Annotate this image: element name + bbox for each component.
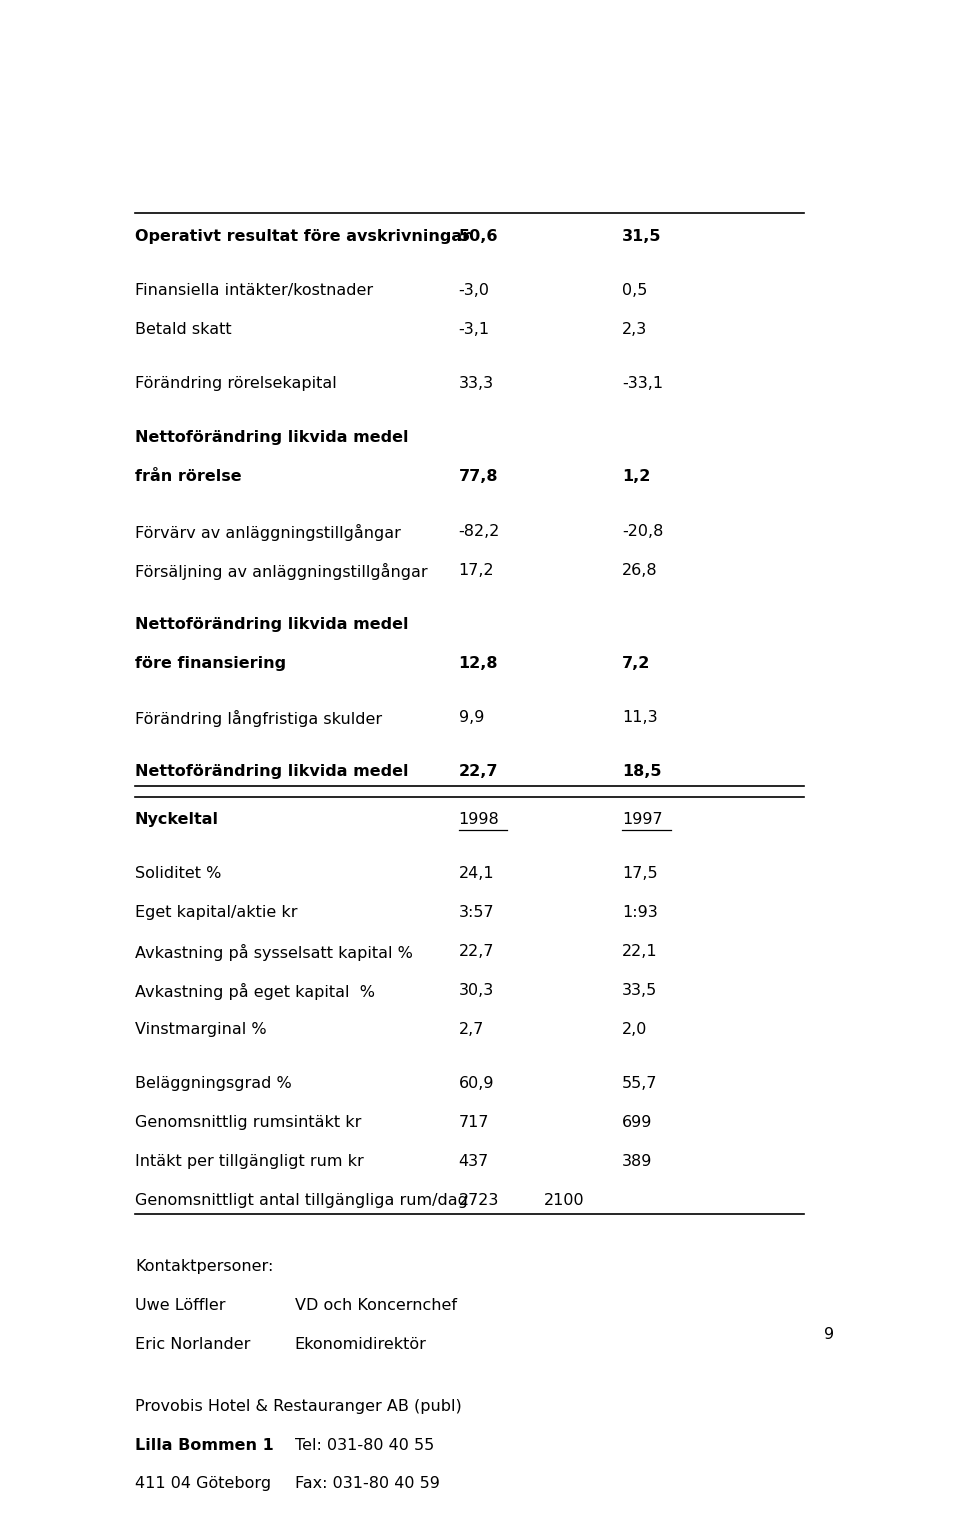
Text: Soliditet %: Soliditet % (134, 866, 221, 881)
Text: Finansiella intäkter/kostnader: Finansiella intäkter/kostnader (134, 283, 373, 297)
Text: 22,7: 22,7 (459, 944, 494, 959)
Text: Nettoförändring likvida medel: Nettoförändring likvida medel (134, 617, 408, 631)
Text: 12,8: 12,8 (459, 656, 498, 671)
Text: 9,9: 9,9 (459, 709, 484, 725)
Text: 60,9: 60,9 (459, 1075, 494, 1091)
Text: Försäljning av anläggningstillgångar: Försäljning av anläggningstillgångar (134, 562, 427, 579)
Text: 3:57: 3:57 (459, 905, 494, 919)
Text: -20,8: -20,8 (622, 524, 663, 539)
Text: 2723: 2723 (459, 1192, 499, 1207)
Text: -82,2: -82,2 (459, 524, 500, 539)
Text: 33,5: 33,5 (622, 982, 658, 997)
Text: 22,7: 22,7 (459, 764, 498, 780)
Text: Uwe Löffler: Uwe Löffler (134, 1298, 226, 1313)
Text: Fax: 031-80 40 59: Fax: 031-80 40 59 (295, 1477, 440, 1492)
Text: 0,5: 0,5 (622, 283, 648, 297)
Text: 31,5: 31,5 (622, 228, 661, 244)
Text: Eric Norlander: Eric Norlander (134, 1337, 251, 1351)
Text: Vinstmarginal %: Vinstmarginal % (134, 1022, 267, 1037)
Text: Kontaktpersoner:: Kontaktpersoner: (134, 1259, 274, 1273)
Text: Lilla Bommen 1: Lilla Bommen 1 (134, 1437, 274, 1452)
Text: 2100: 2100 (544, 1192, 585, 1207)
Text: 33,3: 33,3 (459, 377, 493, 391)
Text: Avkastning på sysselsatt kapital %: Avkastning på sysselsatt kapital % (134, 944, 413, 961)
Text: 18,5: 18,5 (622, 764, 661, 780)
Text: 1:93: 1:93 (622, 905, 658, 919)
Text: -3,0: -3,0 (459, 283, 490, 297)
Text: 7,2: 7,2 (622, 656, 651, 671)
Text: Provobis Hotel & Restauranger AB (publ): Provobis Hotel & Restauranger AB (publ) (134, 1399, 462, 1414)
Text: 24,1: 24,1 (459, 866, 494, 881)
Text: från rörelse: från rörelse (134, 469, 242, 484)
Text: 1998: 1998 (459, 812, 499, 827)
Text: 9: 9 (824, 1327, 834, 1342)
Text: Förändring långfristiga skulder: Förändring långfristiga skulder (134, 709, 382, 728)
Text: -33,1: -33,1 (622, 377, 663, 391)
Text: Eget kapital/aktie kr: Eget kapital/aktie kr (134, 905, 298, 919)
Text: Betald skatt: Betald skatt (134, 322, 231, 337)
Text: 717: 717 (459, 1115, 489, 1129)
Text: 2,0: 2,0 (622, 1022, 648, 1037)
Text: 77,8: 77,8 (459, 469, 498, 484)
Text: VD och Koncernchef: VD och Koncernchef (295, 1298, 457, 1313)
Text: 2,7: 2,7 (459, 1022, 484, 1037)
Text: Ekonomidirektör: Ekonomidirektör (295, 1337, 426, 1351)
Text: -3,1: -3,1 (459, 322, 490, 337)
Text: 1,2: 1,2 (622, 469, 651, 484)
Text: Nettoförändring likvida medel: Nettoförändring likvida medel (134, 430, 408, 446)
Text: 50,6: 50,6 (459, 228, 498, 244)
Text: 411 04 Göteborg: 411 04 Göteborg (134, 1477, 271, 1492)
Text: Avkastning på eget kapital  %: Avkastning på eget kapital % (134, 982, 374, 1000)
Text: Tel: 031-80 40 55: Tel: 031-80 40 55 (295, 1437, 434, 1452)
Text: Förvärv av anläggningstillgångar: Förvärv av anläggningstillgångar (134, 524, 400, 541)
Text: Operativt resultat före avskrivningar: Operativt resultat före avskrivningar (134, 228, 470, 244)
Text: 11,3: 11,3 (622, 709, 658, 725)
Text: 389: 389 (622, 1154, 653, 1169)
Text: 26,8: 26,8 (622, 562, 658, 578)
Text: 2,3: 2,3 (622, 322, 647, 337)
Text: 17,5: 17,5 (622, 866, 658, 881)
Text: Beläggningsgrad %: Beläggningsgrad % (134, 1075, 292, 1091)
Text: Genomsnittlig rumsintäkt kr: Genomsnittlig rumsintäkt kr (134, 1115, 361, 1129)
Text: Nettoförändring likvida medel: Nettoförändring likvida medel (134, 764, 408, 780)
Text: 1997: 1997 (622, 812, 662, 827)
Text: 699: 699 (622, 1115, 653, 1129)
Text: Förändring rörelsekapital: Förändring rörelsekapital (134, 377, 337, 391)
Text: 30,3: 30,3 (459, 982, 493, 997)
Text: före finansiering: före finansiering (134, 656, 286, 671)
Text: 17,2: 17,2 (459, 562, 494, 578)
Text: Intäkt per tillgängligt rum kr: Intäkt per tillgängligt rum kr (134, 1154, 364, 1169)
Text: Nyckeltal: Nyckeltal (134, 812, 219, 827)
Text: Genomsnittligt antal tillgängliga rum/dag: Genomsnittligt antal tillgängliga rum/da… (134, 1192, 468, 1207)
Text: 22,1: 22,1 (622, 944, 658, 959)
Text: 437: 437 (459, 1154, 489, 1169)
Text: 55,7: 55,7 (622, 1075, 658, 1091)
